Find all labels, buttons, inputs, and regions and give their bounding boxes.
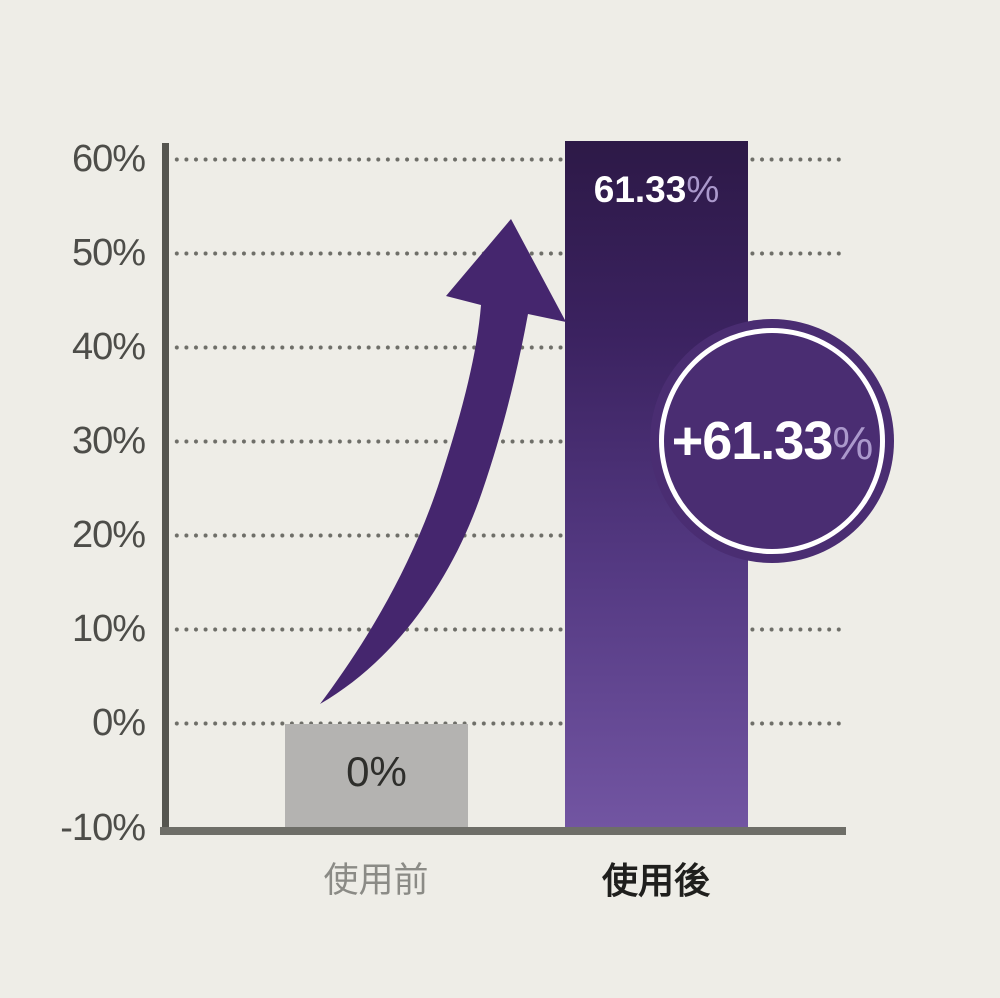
ytick-40: 40%	[71, 326, 146, 368]
ytick-neg10: -10%	[60, 807, 146, 849]
category-label-after: 使用後	[601, 860, 710, 901]
increase-badge: +61.33%	[650, 319, 894, 563]
badge-value: +61.33	[671, 411, 834, 471]
ytick-20: 20%	[71, 514, 146, 556]
increase-badge-text: +61.33%	[671, 410, 874, 472]
category-label-before: 使用前	[323, 861, 429, 900]
gridline-0	[172, 721, 845, 726]
ytick-0: 0%	[92, 702, 146, 744]
y-axis-line	[162, 143, 169, 833]
bar-after-value: 61.33	[593, 169, 687, 210]
bar-before-use: 0%	[285, 724, 468, 828]
ytick-30: 30%	[71, 420, 146, 462]
x-axis-line	[160, 827, 846, 835]
gridline-30	[172, 439, 845, 444]
ytick-60: 60%	[71, 138, 146, 180]
ytick-50: 50%	[71, 232, 146, 274]
bar-before-value-label: 0%	[346, 748, 407, 795]
gridline-10	[172, 627, 845, 632]
badge-percent-sign: %	[832, 417, 873, 469]
ytick-10: 10%	[71, 608, 146, 650]
gridline-20	[172, 533, 845, 538]
bar-after-percent-sign: %	[686, 169, 720, 210]
bar-after-value-label: 61.33%	[565, 169, 748, 211]
gridline-60	[172, 157, 845, 162]
